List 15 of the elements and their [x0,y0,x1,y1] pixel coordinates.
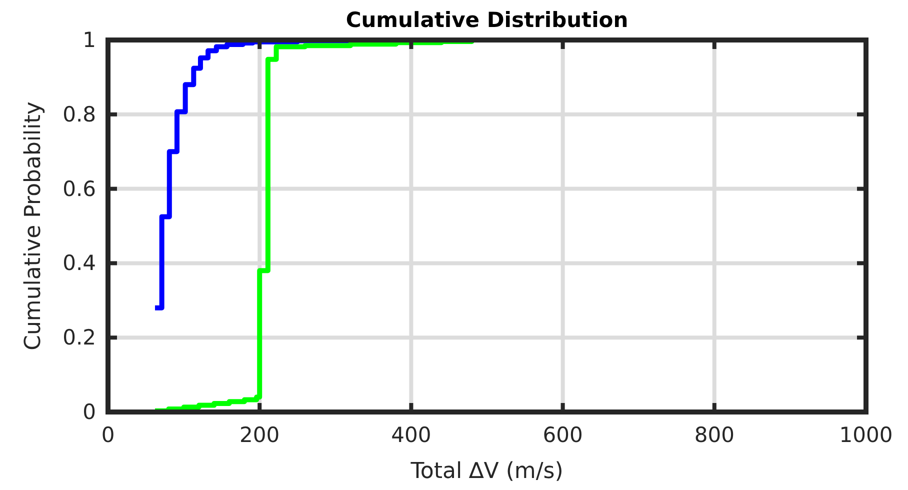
y-tick-label: 0.6 [62,176,96,201]
y-tick-label: 0 [82,400,96,424]
x-tick-label: 800 [694,423,734,447]
x-tick-label: 600 [542,423,583,447]
x-tick-label: 0 [101,423,115,447]
x-axis-title: Total ∆V (m/s) [410,459,564,484]
y-axis-title: Cumulative Probability [21,102,46,350]
y-tick-label: 0.8 [62,102,96,126]
x-tick-label: 200 [240,423,280,447]
x-tick-label: 400 [391,423,432,447]
y-tick-label: 0.2 [62,326,96,350]
y-tick-label: 1 [82,28,96,52]
chart-title: Cumulative Distribution [346,8,628,32]
y-tick-label: 0.4 [62,251,96,276]
x-tick-label: 1000 [839,423,893,447]
